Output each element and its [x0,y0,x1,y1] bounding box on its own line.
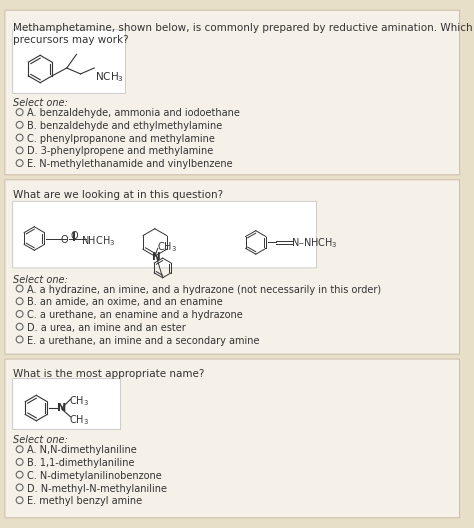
Text: A. N,N-dimethylaniline: A. N,N-dimethylaniline [27,445,137,455]
Text: B. an amide, an oxime, and an enamine: B. an amide, an oxime, and an enamine [27,297,223,307]
Text: CH$_3$: CH$_3$ [157,240,177,254]
Text: D. a urea, an imine and an ester: D. a urea, an imine and an ester [27,323,186,333]
Text: E. a urethane, an imine and a secondary amine: E. a urethane, an imine and a secondary … [27,335,260,345]
Text: D. N-methyl-N-methylaniline: D. N-methyl-N-methylaniline [27,484,167,494]
Text: What are we looking at in this question?: What are we looking at in this question? [13,190,223,200]
Text: O: O [61,234,68,244]
Text: C. phenylpropanone and methylamine: C. phenylpropanone and methylamine [27,134,215,144]
Text: B. benzaldehyde and ethylmethylamine: B. benzaldehyde and ethylmethylamine [27,121,223,131]
FancyBboxPatch shape [5,10,460,175]
Text: CH$_3$: CH$_3$ [69,394,89,408]
FancyBboxPatch shape [13,30,126,93]
Text: N: N [152,252,161,262]
Text: A. benzaldehyde, ammonia and iodoethane: A. benzaldehyde, ammonia and iodoethane [27,108,240,118]
Text: NCH$_3$: NCH$_3$ [95,70,124,84]
Text: O: O [71,231,78,241]
Text: What is the most appropriate name?: What is the most appropriate name? [13,369,204,379]
FancyBboxPatch shape [13,379,120,430]
Text: B. 1,1-dimethylaniline: B. 1,1-dimethylaniline [27,458,135,468]
Text: Select one:: Select one: [13,436,67,446]
FancyBboxPatch shape [5,180,460,354]
Text: D. 3-phenylpropene and methylamine: D. 3-phenylpropene and methylamine [27,146,214,156]
Text: Select one:: Select one: [13,275,67,285]
Text: Methamphetamine, shown below, is commonly prepared by reductive amination. Which: Methamphetamine, shown below, is commonl… [13,23,473,44]
Text: E. methyl benzyl amine: E. methyl benzyl amine [27,496,143,506]
FancyBboxPatch shape [13,201,317,268]
Text: N: N [57,403,66,413]
Text: CH$_3$: CH$_3$ [69,413,89,427]
Text: E. N-methylethanamide and vinylbenzene: E. N-methylethanamide and vinylbenzene [27,159,233,169]
Text: A. a hydrazine, an imine, and a hydrazone (not necessarily in this order): A. a hydrazine, an imine, and a hydrazon… [27,285,382,295]
Text: N–NHCH$_3$: N–NHCH$_3$ [291,237,337,250]
FancyBboxPatch shape [5,359,460,518]
Text: C. N-dimetylanilinobenzone: C. N-dimetylanilinobenzone [27,471,162,481]
Text: C. a urethane, an enamine and a hydrazone: C. a urethane, an enamine and a hydrazon… [27,310,243,320]
Text: NHCH$_3$: NHCH$_3$ [82,234,116,248]
Text: Select one:: Select one: [13,98,67,108]
